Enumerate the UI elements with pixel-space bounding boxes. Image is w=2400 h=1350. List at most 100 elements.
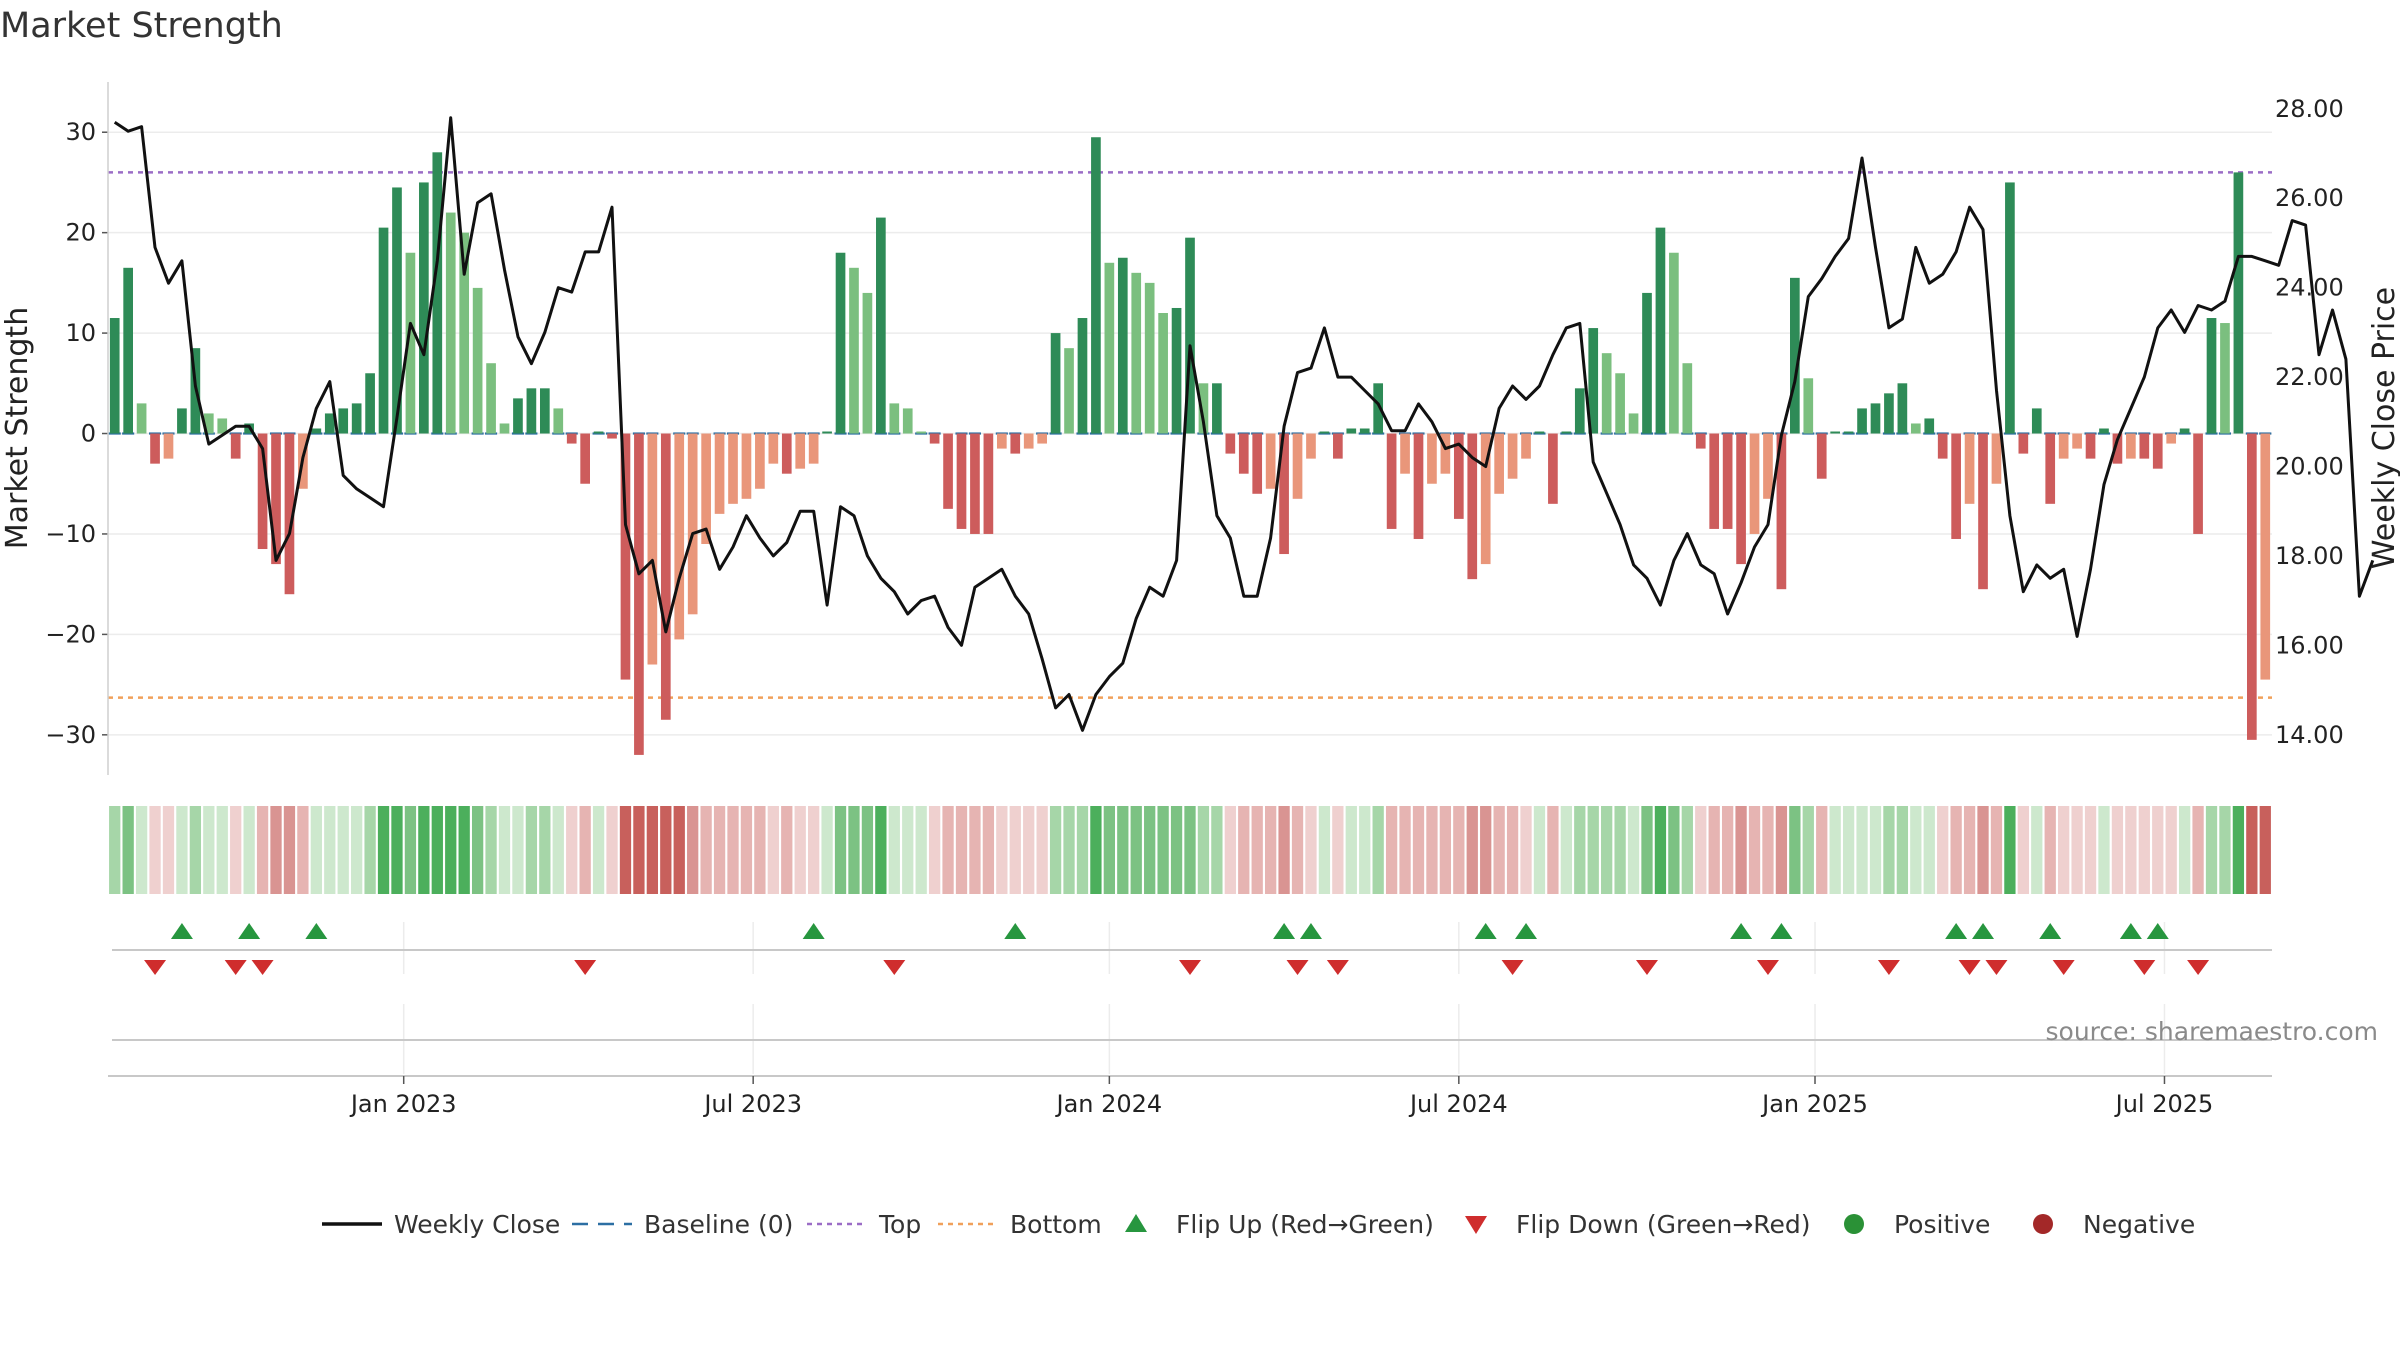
strength-bar bbox=[620, 433, 631, 680]
flip-down-marker bbox=[883, 960, 906, 975]
legend-label: Flip Down (Green→Red) bbox=[1516, 1210, 1811, 1239]
strength-bar bbox=[1507, 433, 1518, 479]
strength-bar bbox=[109, 318, 120, 434]
strength-bar bbox=[1346, 428, 1357, 434]
strength-bar bbox=[1453, 433, 1464, 519]
heat-cell bbox=[1574, 806, 1586, 894]
strength-bar bbox=[1749, 433, 1760, 534]
strength-bar bbox=[1158, 313, 1168, 434]
heat-cell bbox=[646, 806, 659, 894]
heat-cell bbox=[1641, 806, 1653, 894]
strength-bar bbox=[714, 433, 725, 514]
flip-up-marker bbox=[170, 923, 193, 939]
strength-bar bbox=[392, 187, 402, 434]
heat-cell bbox=[1372, 806, 1384, 894]
strength-bar bbox=[1857, 408, 1867, 434]
heat-cell bbox=[1036, 806, 1048, 894]
heat-cell bbox=[1601, 806, 1613, 894]
strength-bar bbox=[1709, 433, 1720, 529]
legend-label: Negative bbox=[2083, 1210, 2195, 1239]
strength-bar bbox=[1951, 433, 1961, 539]
heat-cell bbox=[1023, 806, 1035, 894]
heat-cell bbox=[1547, 806, 1559, 894]
legend-circle-swatch bbox=[2033, 1214, 2053, 1234]
heat-cell bbox=[431, 806, 443, 894]
heat-cell bbox=[687, 806, 699, 894]
heat-cell bbox=[1789, 806, 1801, 894]
weekly-close-path bbox=[113, 116, 2375, 732]
flip-down-marker bbox=[1756, 960, 1779, 975]
heat-cell bbox=[1480, 806, 1492, 894]
flip-down-marker bbox=[1179, 960, 1201, 975]
strength-bar bbox=[1333, 433, 1343, 459]
strength-bar bbox=[123, 267, 134, 434]
strength-bar bbox=[1669, 252, 1679, 434]
strength-bar bbox=[432, 152, 443, 434]
heat-cell bbox=[525, 806, 538, 894]
heat-cell bbox=[418, 806, 430, 894]
strength-bar bbox=[526, 388, 537, 434]
strength-bar bbox=[1292, 433, 1303, 499]
strength-bar bbox=[1494, 433, 1504, 494]
strength-bar bbox=[1642, 292, 1652, 434]
strength-bar bbox=[849, 267, 859, 434]
strength-bar bbox=[741, 433, 752, 499]
heat-cell bbox=[2044, 806, 2056, 894]
heat-cell bbox=[1802, 806, 1814, 894]
strength-bar bbox=[1521, 433, 1531, 459]
strength-bar bbox=[1386, 433, 1397, 529]
legend-flip-up-swatch bbox=[1125, 1214, 1147, 1232]
strength-bar bbox=[1682, 363, 1693, 434]
heat-cell bbox=[2232, 806, 2245, 894]
heat-cell bbox=[2058, 806, 2070, 894]
heat-cell bbox=[1238, 806, 1250, 894]
strength-bar bbox=[876, 217, 886, 434]
strength-bar bbox=[1010, 433, 1021, 454]
heat-cell bbox=[2125, 806, 2137, 894]
strength-bar bbox=[311, 428, 322, 434]
heat-cell bbox=[2152, 806, 2164, 894]
strength-bar bbox=[674, 433, 685, 640]
legend-label: Positive bbox=[1894, 1210, 1990, 1239]
strength-bar bbox=[781, 433, 792, 474]
heat-cell bbox=[1117, 806, 1129, 894]
strength-bar bbox=[687, 433, 698, 615]
y-tick-label: 0 bbox=[81, 420, 96, 448]
heat-cell bbox=[1211, 806, 1223, 894]
strength-bar bbox=[1212, 383, 1222, 434]
heat-cell bbox=[1695, 806, 1707, 894]
heat-cell bbox=[351, 806, 363, 894]
heat-cell bbox=[1681, 806, 1693, 894]
heat-cell bbox=[633, 806, 645, 894]
heat-cell bbox=[135, 806, 148, 894]
heat-cell bbox=[767, 806, 779, 894]
heat-cell bbox=[2098, 806, 2110, 894]
strength-bar bbox=[1050, 333, 1061, 434]
strength-bar bbox=[486, 363, 496, 434]
strength-bar bbox=[2018, 433, 2029, 454]
strength-bar bbox=[566, 433, 577, 444]
heat-cell bbox=[1627, 806, 1640, 894]
strength-bar bbox=[419, 182, 429, 434]
heat-cell bbox=[283, 806, 296, 894]
strength-bar bbox=[472, 287, 483, 434]
strength-bar bbox=[889, 403, 900, 434]
strength-bar bbox=[163, 433, 174, 459]
heat-cell bbox=[2246, 806, 2258, 894]
flip-markers bbox=[112, 923, 2272, 1041]
strength-bar bbox=[728, 433, 738, 504]
strength-bar bbox=[2166, 433, 2177, 444]
flip-up-marker bbox=[305, 923, 328, 939]
strength-bar bbox=[513, 398, 523, 434]
flip-up-marker bbox=[2039, 923, 2062, 939]
heat-cell bbox=[176, 806, 188, 894]
heat-cell bbox=[1654, 806, 1667, 894]
strength-bar bbox=[2072, 433, 2082, 449]
strength-bar bbox=[217, 418, 228, 434]
strength-bar bbox=[956, 433, 967, 529]
heat-cell bbox=[1923, 806, 1935, 894]
heat-cell bbox=[794, 806, 806, 894]
heat-cell bbox=[377, 806, 390, 894]
strength-bar bbox=[1238, 433, 1249, 474]
strength-bar bbox=[136, 403, 147, 434]
